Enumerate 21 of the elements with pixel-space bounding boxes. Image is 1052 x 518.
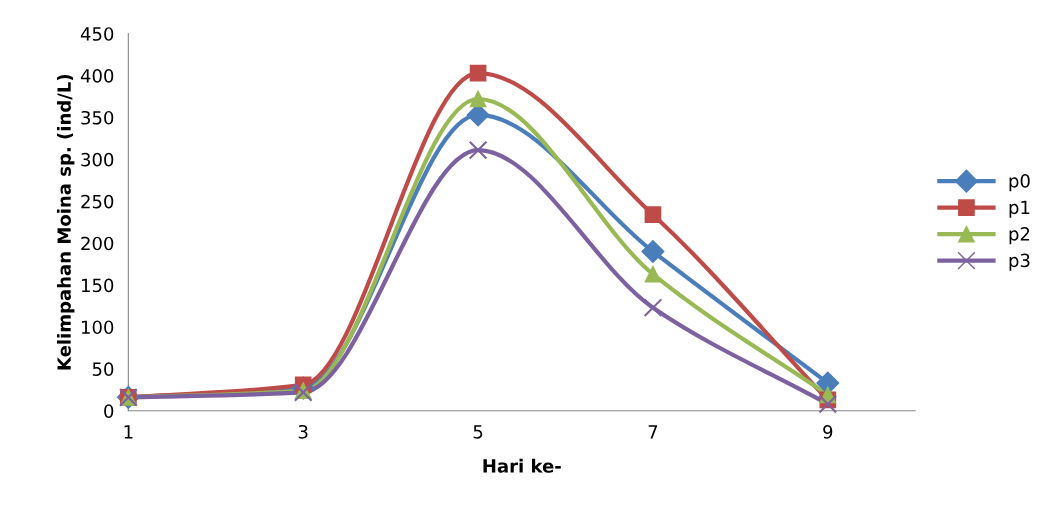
legend-label: p1 xyxy=(1009,200,1030,218)
legend-label: p0 xyxy=(1009,174,1030,192)
y-tick-label: 50 xyxy=(92,362,114,376)
y-tick-label: 0 xyxy=(104,404,114,418)
y-tick-label: 150 xyxy=(81,278,114,293)
y-tick-label: 250 xyxy=(81,194,114,209)
y-tick-label: 300 xyxy=(81,152,114,167)
y-tick-label: 200 xyxy=(81,236,114,251)
legend-label: p2 xyxy=(1009,227,1030,245)
y-tick-label: 350 xyxy=(81,110,114,125)
x-tick-label: 1 xyxy=(124,425,133,439)
y-tick-label: 100 xyxy=(81,320,114,335)
y-axis-title: Kelimpahan Moina sp. (ind/L) xyxy=(56,74,75,370)
x-tick-label: 5 xyxy=(473,425,483,439)
x-tick-label: 9 xyxy=(823,424,833,439)
x-tick-label: 7 xyxy=(648,425,658,439)
y-tick-label: 400 xyxy=(80,69,114,83)
x-tick-label: 3 xyxy=(298,424,308,439)
x-axis-title: Hari ke- xyxy=(483,458,561,473)
y-tick-label: 450 xyxy=(80,27,114,41)
legend-label: p3 xyxy=(1009,253,1030,271)
